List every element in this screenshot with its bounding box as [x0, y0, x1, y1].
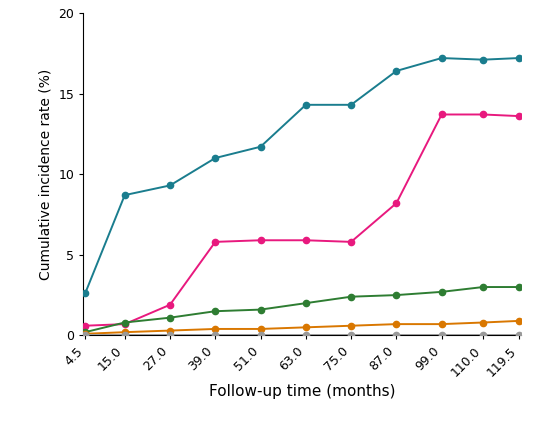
X-axis label: Follow-up time (months): Follow-up time (months) [209, 384, 395, 399]
Y-axis label: Cumulative incidence rate (%): Cumulative incidence rate (%) [39, 68, 53, 280]
